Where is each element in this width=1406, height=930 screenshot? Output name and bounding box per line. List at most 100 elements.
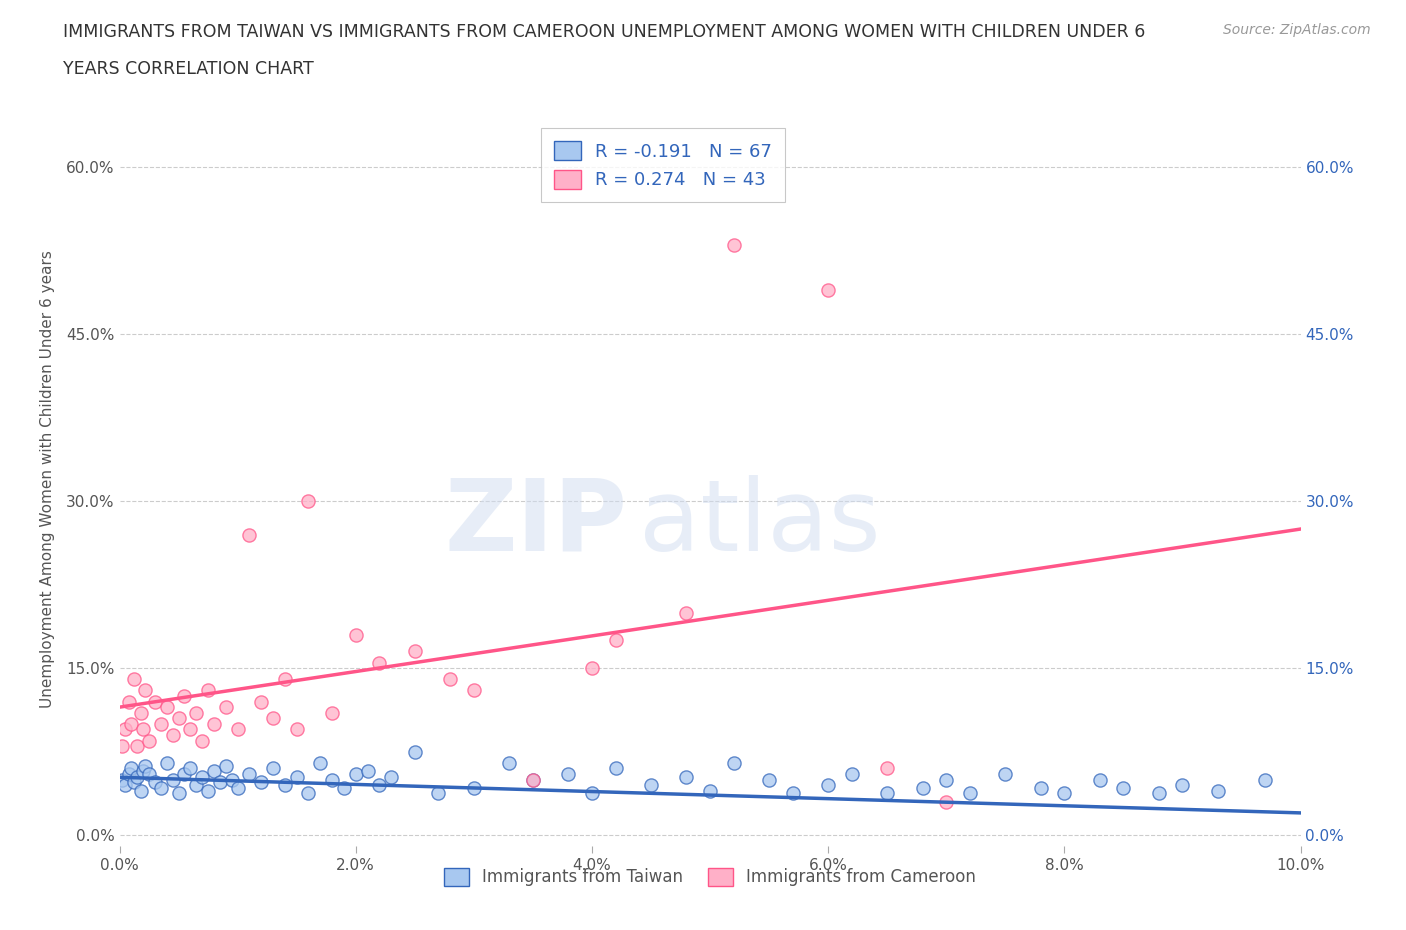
Point (344, 766, 367, 781)
Point (173, 688, 195, 703)
Point (356, 764, 378, 778)
Point (758, 772, 780, 787)
Legend: Immigrants from Taiwan, Immigrants from Cameroon: Immigrants from Taiwan, Immigrants from … (437, 861, 983, 893)
Point (1029, 781, 1052, 796)
Point (191, 770, 214, 785)
Point (202, 716, 225, 731)
Point (1147, 786, 1170, 801)
Point (723, 755, 745, 770)
Point (134, 759, 156, 774)
Point (463, 683, 485, 698)
Point (111, 772, 134, 787)
Point (127, 738, 149, 753)
Point (675, 770, 697, 785)
Point (191, 733, 214, 748)
Point (120, 716, 142, 731)
Point (118, 694, 141, 709)
Point (285, 722, 308, 737)
Point (221, 772, 243, 787)
Point (321, 772, 343, 787)
Point (274, 671, 297, 686)
Point (197, 683, 219, 698)
Text: Source: ZipAtlas.com: Source: ZipAtlas.com (1223, 23, 1371, 37)
Point (138, 733, 160, 748)
Point (581, 786, 603, 801)
Point (321, 705, 343, 720)
Point (226, 781, 249, 796)
Point (197, 783, 219, 798)
Point (143, 775, 166, 790)
Point (285, 770, 308, 785)
Point (111, 738, 134, 753)
Point (1088, 772, 1111, 787)
Point (122, 775, 145, 790)
Point (841, 766, 863, 781)
Point (149, 716, 172, 731)
Point (427, 786, 450, 801)
Point (297, 494, 319, 509)
Point (274, 777, 297, 792)
Point (876, 786, 898, 801)
Point (675, 605, 697, 620)
Point (439, 671, 461, 686)
Point (129, 705, 152, 720)
Point (167, 711, 190, 725)
Point (238, 527, 260, 542)
Text: ZIP: ZIP (444, 474, 627, 572)
Point (120, 761, 142, 776)
Point (1112, 781, 1135, 796)
Point (250, 775, 273, 790)
Point (309, 755, 332, 770)
Point (127, 770, 149, 785)
Point (817, 283, 839, 298)
Point (143, 694, 166, 709)
Point (149, 781, 172, 796)
Point (215, 699, 238, 714)
Point (262, 761, 284, 776)
Point (162, 727, 184, 742)
Point (138, 766, 160, 781)
Point (911, 781, 934, 796)
Y-axis label: Unemployment Among Women with Children Under 6 years: Unemployment Among Women with Children U… (39, 250, 55, 708)
Text: atlas: atlas (640, 474, 880, 572)
Point (186, 705, 208, 720)
Point (557, 766, 579, 781)
Point (699, 783, 721, 798)
Point (404, 644, 426, 659)
Point (215, 759, 238, 774)
Point (876, 761, 898, 776)
Point (581, 660, 603, 675)
Point (250, 694, 273, 709)
Point (404, 744, 426, 759)
Text: YEARS CORRELATION CHART: YEARS CORRELATION CHART (63, 60, 314, 78)
Point (935, 772, 957, 787)
Point (238, 766, 260, 781)
Point (208, 775, 231, 790)
Point (498, 755, 520, 770)
Point (817, 777, 839, 792)
Point (333, 781, 356, 796)
Point (640, 777, 662, 792)
Point (122, 671, 145, 686)
Point (202, 764, 225, 778)
Point (186, 777, 208, 792)
Point (368, 656, 391, 671)
Point (605, 633, 627, 648)
Point (156, 699, 179, 714)
Point (994, 766, 1017, 781)
Point (1206, 783, 1229, 798)
Point (118, 766, 141, 781)
Point (522, 772, 544, 787)
Point (114, 777, 136, 792)
Point (368, 777, 391, 792)
Point (297, 786, 319, 801)
Point (723, 238, 745, 253)
Point (134, 683, 156, 698)
Point (1053, 786, 1076, 801)
Point (129, 783, 152, 798)
Point (173, 766, 195, 781)
Point (132, 722, 155, 737)
Point (959, 786, 981, 801)
Point (179, 722, 201, 737)
Point (1254, 772, 1277, 787)
